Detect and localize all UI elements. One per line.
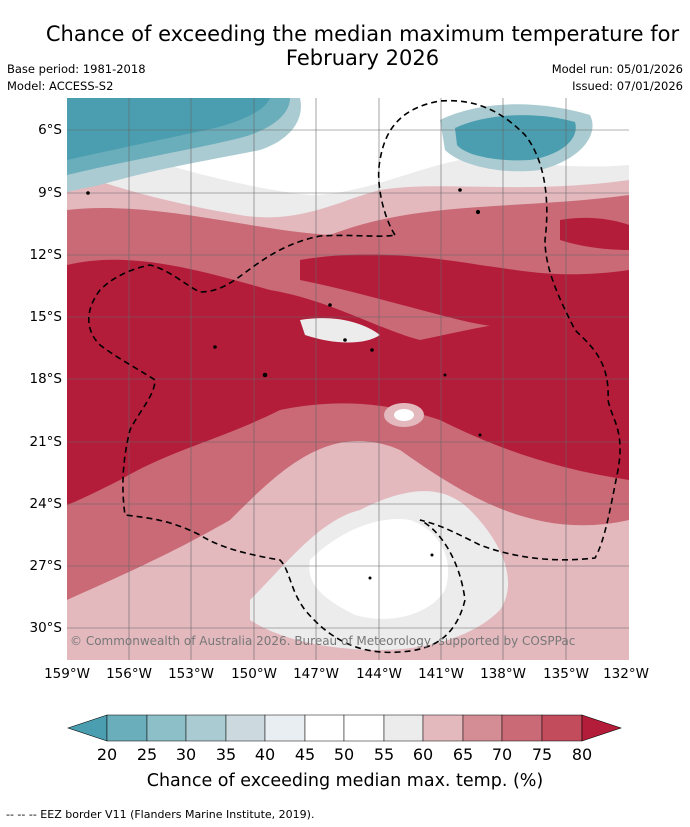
colorbar-bin-65-70 xyxy=(462,714,503,742)
lon-tick-135w: 135°W xyxy=(543,666,589,682)
colorbar-extend-high xyxy=(581,714,622,742)
cb-tick-70: 70 xyxy=(491,745,513,764)
field-deep-red-east xyxy=(560,217,629,250)
field-deep-red-north xyxy=(300,254,629,332)
copyright-notice: © Commonwealth of Australia 2026. Bureau… xyxy=(70,634,576,648)
colorbar-bin-70-75 xyxy=(501,714,543,742)
cb-tick-80: 80 xyxy=(571,745,593,764)
eez-border xyxy=(88,99,621,654)
cb-tick-55: 55 xyxy=(373,745,395,764)
lon-tick-156w: 156°W xyxy=(106,666,152,682)
title-line-1: Chance of exceeding the median maximum t… xyxy=(45,22,680,46)
colorbar-bin-20-25 xyxy=(106,714,148,742)
field-northeast-white xyxy=(600,98,629,150)
lat-tick-27s: 27°S xyxy=(29,558,63,574)
lon-tick-132w: 132°W xyxy=(603,666,649,682)
colorbar-label: Chance of exceeding median max. temp. (%… xyxy=(146,771,544,791)
cb-tick-60: 60 xyxy=(412,745,434,764)
islands xyxy=(86,188,482,580)
lon-tick-144w: 144°W xyxy=(356,666,402,682)
map-field xyxy=(67,98,629,660)
cb-tick-25: 25 xyxy=(136,745,158,764)
colorbar-bin-30-35 xyxy=(185,714,227,742)
colorbar-extend-low xyxy=(67,714,108,742)
field-deep-red xyxy=(67,259,629,505)
lon-tick-153w: 153°W xyxy=(168,666,214,682)
lat-tick-18s: 18°S xyxy=(29,371,63,387)
lat-tick-30s: 30°S xyxy=(29,620,63,636)
lon-tick-138w: 138°W xyxy=(480,666,526,682)
colorbar-bin-50-55 xyxy=(343,714,385,742)
lon-tick-159w: 159°W xyxy=(44,666,90,682)
field-white-south xyxy=(309,519,449,619)
field-patch-central xyxy=(300,318,380,343)
lat-tick-21s: 21°S xyxy=(29,434,63,450)
cb-tick-50: 50 xyxy=(333,745,355,764)
lat-tick-12s: 12°S xyxy=(29,247,63,263)
cb-tick-30: 30 xyxy=(175,745,197,764)
title-line-2: February 2026 xyxy=(285,46,440,70)
field-south-pink xyxy=(67,585,360,660)
lon-tick-141w: 141°W xyxy=(418,666,464,682)
field-patch-spot-core xyxy=(394,409,414,421)
colorbar-bin-55-60 xyxy=(383,714,424,742)
issued-date: Issued: 07/01/2026 xyxy=(572,79,683,93)
field-north-blue-deep xyxy=(67,98,270,160)
field-northeast-blue xyxy=(455,115,576,161)
lat-tick-6s: 6°S xyxy=(38,122,62,138)
colorbar-bin-60-65 xyxy=(422,714,464,742)
cb-tick-45: 45 xyxy=(294,745,316,764)
model-name: Model: ACCESS-S2 xyxy=(7,79,114,93)
map-title: Chance of exceeding the median maximum t… xyxy=(40,22,685,70)
lat-tick-9s: 9°S xyxy=(38,185,62,201)
model-run: Model run: 05/01/2026 xyxy=(551,62,683,76)
base-period: Base period: 1981-2018 xyxy=(7,62,146,76)
graticule xyxy=(67,98,629,660)
cb-tick-35: 35 xyxy=(215,745,237,764)
eez-legend-footer: -- -- -- EEZ border V11 (Flanders Marine… xyxy=(6,808,315,821)
colorbar xyxy=(67,714,622,742)
colorbar-bin-35-40 xyxy=(225,714,266,742)
colorbar-bin-75-80 xyxy=(541,714,583,742)
colorbar-bin-25-30 xyxy=(146,714,187,742)
cb-tick-20: 20 xyxy=(96,745,118,764)
cb-tick-65: 65 xyxy=(452,745,474,764)
colorbar-bin-40-45 xyxy=(264,714,306,742)
colorbar-bin-45-50 xyxy=(304,714,345,742)
cb-tick-75: 75 xyxy=(531,745,553,764)
lat-tick-15s: 15°S xyxy=(29,309,63,325)
lon-tick-150w: 150°W xyxy=(231,666,277,682)
cb-tick-40: 40 xyxy=(254,745,276,764)
lat-tick-24s: 24°S xyxy=(29,496,63,512)
lon-tick-147w: 147°W xyxy=(293,666,339,682)
